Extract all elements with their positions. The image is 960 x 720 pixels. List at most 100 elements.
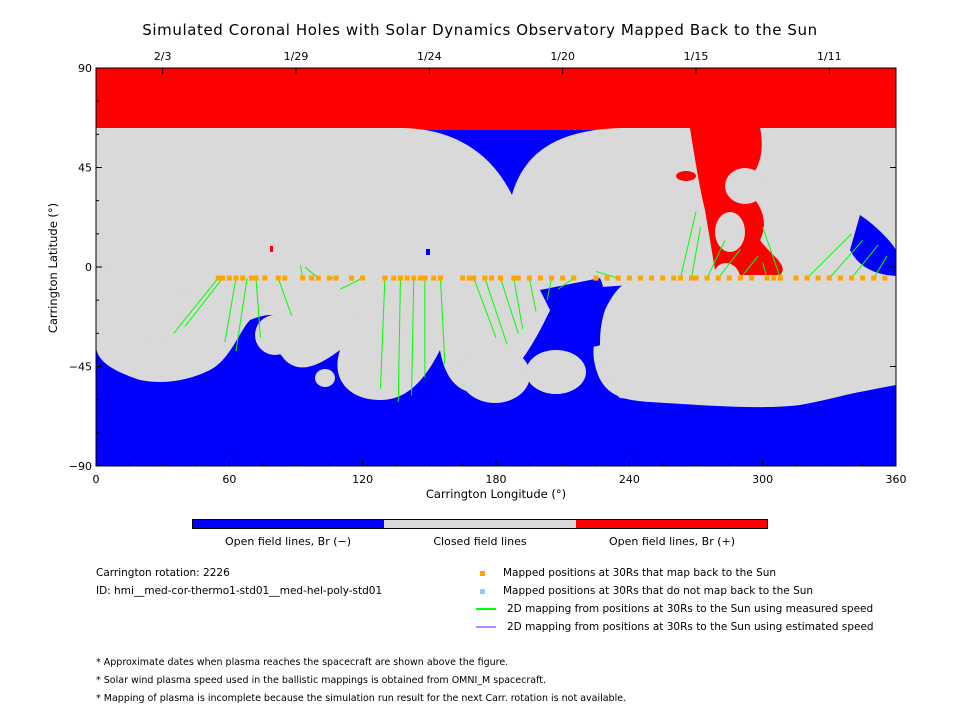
closed-blob <box>526 350 586 394</box>
note-incomplete: * Mapping of plasma is incomplete becaus… <box>96 693 627 704</box>
mapping-line <box>379 278 386 389</box>
mapped-point <box>849 275 855 281</box>
mapping-line <box>224 277 237 343</box>
note-dates: * Approximate dates when plasma reaches … <box>96 657 509 668</box>
north-polar-positive-region <box>96 68 896 130</box>
mapped-point <box>537 275 543 281</box>
mapping-line <box>473 277 497 338</box>
legend-unmapped-label: Mapped positions at 30Rs that do not map… <box>503 585 814 597</box>
mapping-line <box>546 277 553 301</box>
mapping-line <box>873 255 888 279</box>
mapped-point <box>333 275 339 281</box>
mapped-point <box>882 275 888 281</box>
mapping-line <box>528 277 537 312</box>
chart-title: Simulated Coronal Holes with Solar Dynam… <box>142 21 818 39</box>
mapping-line <box>277 277 293 316</box>
top-date-label: 1/24 <box>417 50 442 63</box>
mapping-line <box>499 277 519 334</box>
mapped-point <box>689 275 695 281</box>
top-date-label: 1/11 <box>817 50 842 63</box>
y-tick-label: 90 <box>78 62 92 75</box>
x-tick-label: 60 <box>222 473 236 486</box>
closed-hole <box>715 212 745 252</box>
y-axis-label: Carrington Latitude (°) <box>46 203 60 333</box>
red-spot <box>676 171 696 181</box>
mapped-point <box>737 275 743 281</box>
mapped-point <box>309 275 315 281</box>
mapped-point <box>604 275 610 281</box>
lightblue-square-icon <box>480 588 485 594</box>
mapped-point <box>793 275 799 281</box>
mapped-point <box>571 275 577 281</box>
green-line-icon <box>476 608 496 610</box>
mapping-line <box>717 249 741 279</box>
colorbar-closed <box>384 520 576 528</box>
mapped-point <box>360 275 366 281</box>
mapped-point <box>804 275 810 281</box>
mapping-line <box>762 262 768 279</box>
mapping-line <box>484 277 508 345</box>
mapped-point <box>249 275 255 281</box>
top-date-label: 2/3 <box>154 50 172 63</box>
mapped-point <box>749 275 755 281</box>
closed-hole <box>725 168 765 204</box>
mapped-points <box>215 275 888 281</box>
closed-blob <box>460 347 530 403</box>
colorbar-label-closed: Closed field lines <box>433 535 527 548</box>
mapped-point <box>417 275 423 281</box>
mapped-point <box>671 275 677 281</box>
mapping-line <box>411 278 415 396</box>
mapped-point <box>215 275 221 281</box>
open-negative-intrusion <box>540 278 606 347</box>
mapping-line <box>184 277 224 328</box>
mapped-point <box>226 275 232 281</box>
colorbar-label-negative: Open field lines, Br (−) <box>224 535 352 548</box>
mapped-point <box>275 275 281 281</box>
mapped-point <box>593 275 599 281</box>
mapped-point <box>282 275 288 281</box>
mapped-point <box>871 275 877 281</box>
mapped-point <box>431 275 437 281</box>
note-speed: * Solar wind plasma speed used in the ba… <box>96 675 546 686</box>
mapped-point <box>826 275 832 281</box>
x-tick-label: 300 <box>752 473 773 486</box>
mapping-line <box>691 227 701 279</box>
mapped-point <box>526 275 532 281</box>
closed-blob <box>345 305 415 375</box>
mapped-point <box>300 275 306 281</box>
y-tick-label: −45 <box>69 361 92 374</box>
mapped-point <box>704 275 710 281</box>
mapped-point <box>489 275 495 281</box>
mapping-line <box>513 277 524 329</box>
coronal-hole-map: 0 60 120 180 240 300 360 90 45 0 −45 −90 2/3 1/29 1/24… <box>46 50 907 501</box>
mapped-point <box>482 275 488 281</box>
mapping-line <box>557 277 575 290</box>
mapping-line <box>806 233 852 279</box>
mapping-line <box>397 278 401 402</box>
top-date-label: 1/20 <box>550 50 575 63</box>
legend-estimated: 2D mapping from positions at 30Rs to the… <box>476 621 874 633</box>
x-tick-label: 180 <box>486 473 507 486</box>
legend-measured-label: 2D mapping from positions at 30Rs to the… <box>507 603 874 615</box>
top-date-label: 1/15 <box>684 50 709 63</box>
mapped-point <box>715 275 721 281</box>
mapping-line <box>679 211 697 279</box>
mapped-point <box>391 275 397 281</box>
closed-blob <box>315 369 335 387</box>
run-id: ID: hmi__med-cor-thermo1-std01__med-hel-… <box>96 585 383 597</box>
mapped-point <box>404 275 410 281</box>
mapping-line <box>762 227 781 279</box>
x-tick-label: 360 <box>886 473 907 486</box>
mapped-point <box>437 275 443 281</box>
mapped-point <box>693 275 699 281</box>
x-tick-label: 120 <box>352 473 373 486</box>
mapped-point <box>466 275 472 281</box>
mapped-point <box>660 275 666 281</box>
mapped-point <box>677 275 683 281</box>
colorbar-open-negative <box>193 520 385 528</box>
mapped-point <box>315 275 321 281</box>
mapped-point <box>349 275 355 281</box>
mapped-point <box>860 275 866 281</box>
mapped-point <box>460 275 466 281</box>
colorbar-open-positive <box>575 520 767 528</box>
